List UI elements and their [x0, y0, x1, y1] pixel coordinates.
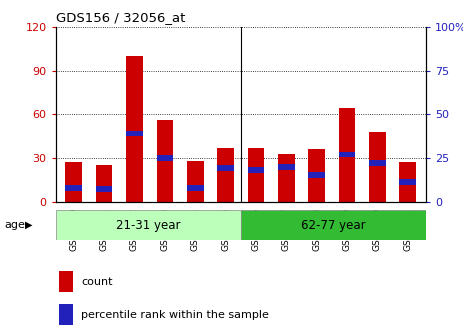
Bar — [96, 165, 113, 202]
Text: 62-77 year: 62-77 year — [301, 219, 366, 232]
Text: 21-31 year: 21-31 year — [116, 219, 181, 232]
Bar — [278, 164, 294, 170]
Text: GDS156 / 32056_at: GDS156 / 32056_at — [56, 11, 185, 24]
Bar — [59, 304, 73, 325]
Bar — [56, 210, 241, 240]
Bar — [308, 149, 325, 202]
Bar — [126, 131, 143, 136]
Bar — [187, 185, 204, 191]
Bar — [241, 210, 426, 240]
Bar — [126, 56, 143, 202]
Bar — [65, 185, 82, 191]
Bar — [156, 155, 173, 161]
Bar — [338, 152, 356, 157]
Text: count: count — [81, 277, 113, 287]
Text: percentile rank within the sample: percentile rank within the sample — [81, 310, 269, 320]
Bar — [248, 167, 264, 173]
Bar — [59, 271, 73, 292]
Bar — [96, 186, 113, 192]
Bar — [369, 132, 386, 202]
Bar — [278, 154, 294, 202]
Text: ▶: ▶ — [25, 220, 33, 230]
Bar — [156, 120, 173, 202]
Bar — [338, 109, 356, 202]
Bar — [308, 172, 325, 178]
Bar — [369, 160, 386, 166]
Bar — [400, 162, 416, 202]
Bar — [400, 179, 416, 185]
Bar — [187, 161, 204, 202]
Bar — [65, 162, 82, 202]
Bar — [248, 148, 264, 202]
Bar — [217, 148, 234, 202]
Bar — [217, 166, 234, 171]
Text: age: age — [5, 220, 25, 230]
